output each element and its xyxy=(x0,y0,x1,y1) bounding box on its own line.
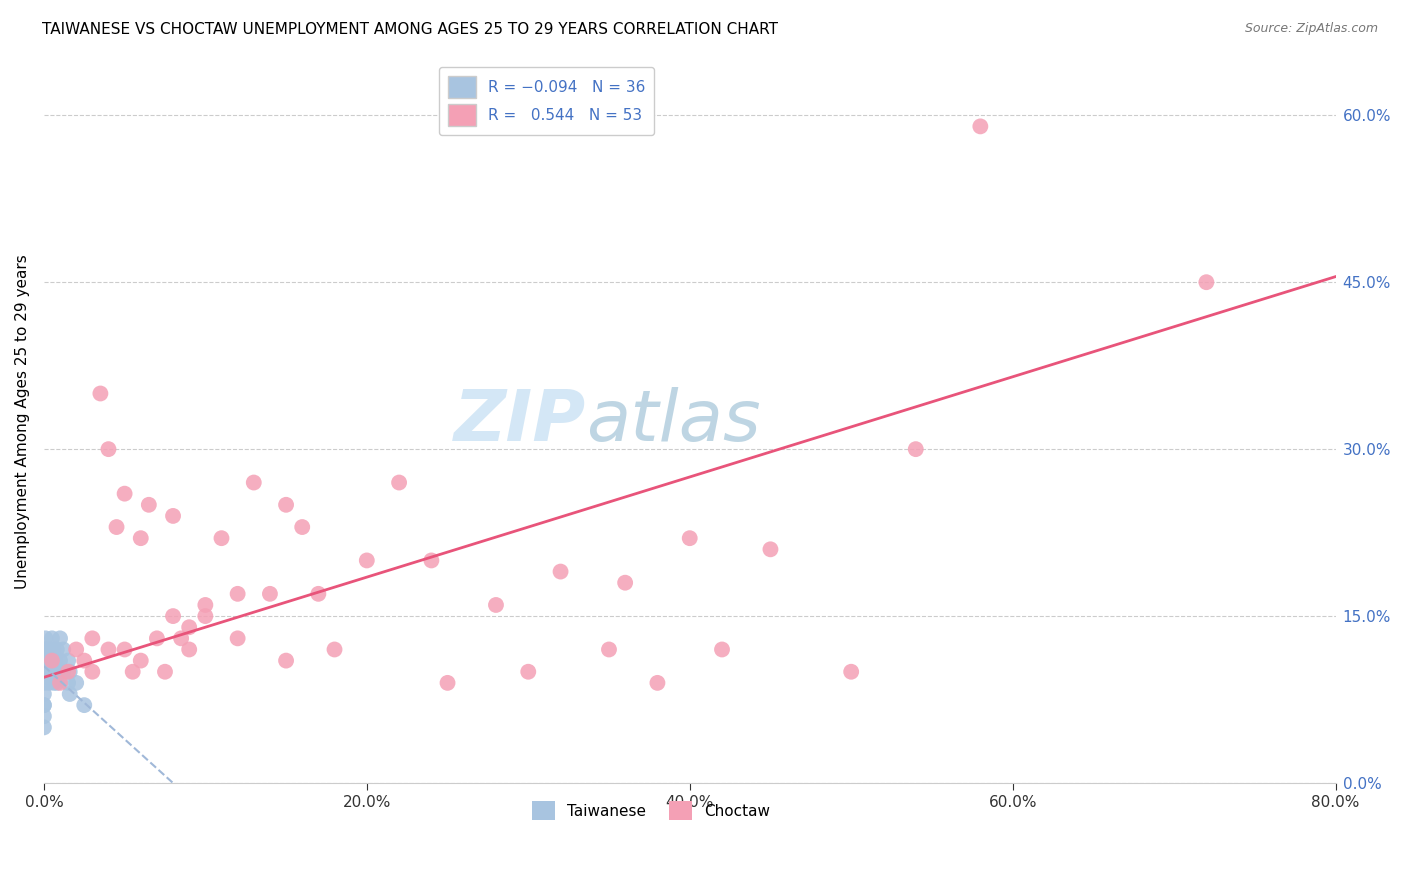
Point xyxy=(121,665,143,679)
Point xyxy=(436,676,458,690)
Point xyxy=(73,654,96,668)
Point xyxy=(105,520,128,534)
Point xyxy=(129,654,152,668)
Point xyxy=(550,565,572,579)
Text: TAIWANESE VS CHOCTAW UNEMPLOYMENT AMONG AGES 25 TO 29 YEARS CORRELATION CHART: TAIWANESE VS CHOCTAW UNEMPLOYMENT AMONG … xyxy=(42,22,778,37)
Point xyxy=(97,442,120,457)
Point xyxy=(56,665,79,679)
Point xyxy=(274,654,297,668)
Point xyxy=(44,654,66,668)
Point xyxy=(211,531,233,545)
Point xyxy=(243,475,266,490)
Point xyxy=(41,632,63,646)
Point xyxy=(45,642,67,657)
Point xyxy=(32,698,55,713)
Text: ZIP: ZIP xyxy=(454,387,586,456)
Point xyxy=(97,642,120,657)
Point xyxy=(194,609,217,624)
Point xyxy=(37,665,59,679)
Point xyxy=(420,553,443,567)
Point xyxy=(44,665,66,679)
Point xyxy=(82,632,104,646)
Point xyxy=(82,665,104,679)
Point xyxy=(839,665,862,679)
Point xyxy=(56,654,79,668)
Point xyxy=(1195,275,1218,289)
Text: Source: ZipAtlas.com: Source: ZipAtlas.com xyxy=(1244,22,1378,36)
Point xyxy=(647,676,669,690)
Point xyxy=(162,508,184,523)
Point xyxy=(138,498,160,512)
Point xyxy=(32,720,55,734)
Point xyxy=(388,475,411,490)
Point xyxy=(65,642,87,657)
Point xyxy=(39,654,62,668)
Point xyxy=(42,642,65,657)
Point xyxy=(41,665,63,679)
Point xyxy=(37,642,59,657)
Point xyxy=(711,642,734,657)
Point xyxy=(969,120,991,134)
Point xyxy=(32,665,55,679)
Point xyxy=(73,698,96,713)
Point xyxy=(89,386,111,401)
Point xyxy=(34,632,56,646)
Point xyxy=(56,676,79,690)
Point xyxy=(32,709,55,723)
Point xyxy=(485,598,508,612)
Point xyxy=(41,654,63,668)
Point xyxy=(39,642,62,657)
Point xyxy=(274,498,297,512)
Point xyxy=(114,486,136,500)
Point xyxy=(49,654,72,668)
Point xyxy=(52,665,75,679)
Point xyxy=(34,642,56,657)
Point xyxy=(49,665,72,679)
Point xyxy=(129,531,152,545)
Point xyxy=(52,642,75,657)
Point xyxy=(65,676,87,690)
Point xyxy=(356,553,378,567)
Point xyxy=(904,442,927,457)
Point xyxy=(226,587,249,601)
Y-axis label: Unemployment Among Ages 25 to 29 years: Unemployment Among Ages 25 to 29 years xyxy=(15,254,30,589)
Point xyxy=(679,531,702,545)
Point xyxy=(614,575,637,590)
Point xyxy=(42,676,65,690)
Point xyxy=(38,676,60,690)
Point xyxy=(323,642,346,657)
Point xyxy=(194,598,217,612)
Point xyxy=(32,676,55,690)
Point xyxy=(59,665,82,679)
Point xyxy=(49,676,72,690)
Point xyxy=(179,642,201,657)
Point xyxy=(259,587,281,601)
Point xyxy=(170,632,193,646)
Point xyxy=(517,665,540,679)
Point xyxy=(759,542,782,557)
Point xyxy=(32,687,55,701)
Point xyxy=(598,642,620,657)
Point xyxy=(153,665,176,679)
Text: atlas: atlas xyxy=(586,387,761,456)
Point xyxy=(179,620,201,634)
Point xyxy=(114,642,136,657)
Point xyxy=(146,632,169,646)
Point xyxy=(49,632,72,646)
Point xyxy=(162,609,184,624)
Point xyxy=(38,665,60,679)
Point xyxy=(38,654,60,668)
Point xyxy=(45,676,67,690)
Point xyxy=(291,520,314,534)
Point xyxy=(32,698,55,713)
Point xyxy=(307,587,329,601)
Legend: Taiwanese, Choctaw: Taiwanese, Choctaw xyxy=(526,795,776,826)
Point xyxy=(226,632,249,646)
Point xyxy=(59,687,82,701)
Point xyxy=(32,642,55,657)
